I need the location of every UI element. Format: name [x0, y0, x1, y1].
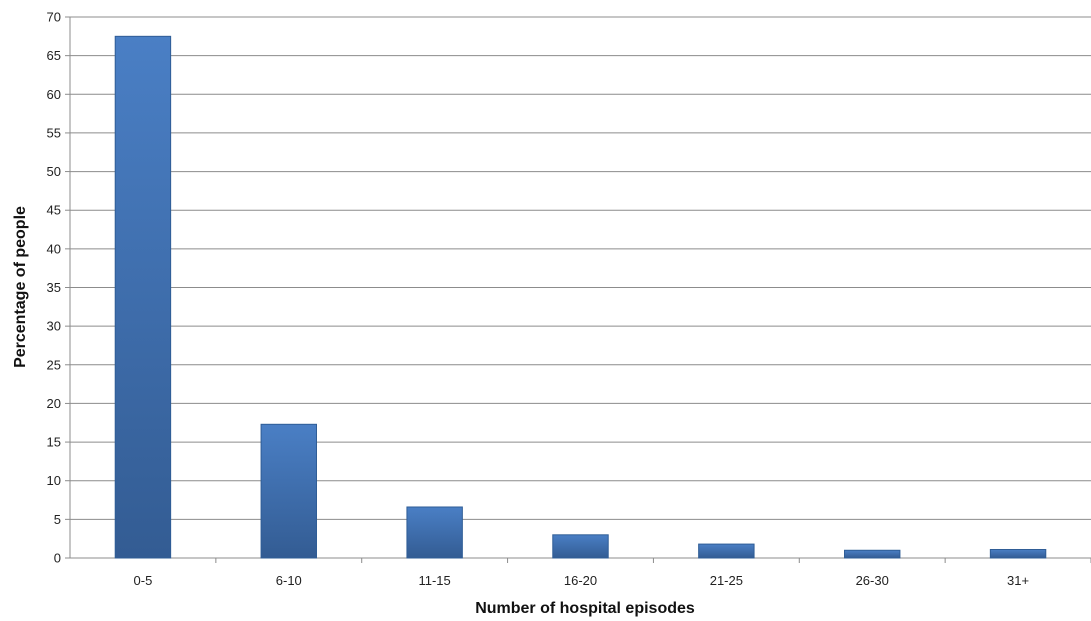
bar-16-20: [552, 534, 609, 559]
bar-11-15: [406, 506, 463, 559]
bar-0-5: [114, 35, 172, 559]
y-tick-label: 35: [47, 280, 61, 295]
y-tick-label: 0: [54, 551, 61, 566]
x-tick-label: 11-15: [418, 573, 450, 588]
x-tick-label: 26-30: [856, 573, 889, 588]
x-tick-label: 21-25: [710, 573, 743, 588]
y-tick-label: 10: [47, 473, 61, 488]
y-tick-label: 60: [47, 87, 61, 102]
bar-6-10: [260, 423, 317, 559]
x-tick-label: 0-5: [134, 573, 153, 588]
x-tick-label: 31+: [1007, 573, 1029, 588]
y-tick-label: 45: [47, 203, 61, 218]
tick-labels: 0 5 10 15 20 25 30 35 40 45 50 55 60 65 70 0-5 6-10 11-15…: [47, 10, 1030, 589]
y-tick-label: 20: [47, 396, 61, 411]
y-tick-label: 50: [47, 164, 61, 179]
y-tick-label: 30: [47, 319, 61, 334]
bar-31+: [989, 548, 1047, 559]
y-tick-label: 65: [47, 48, 61, 63]
y-tick-label: 15: [47, 435, 61, 450]
y-tick-label: 70: [47, 10, 61, 25]
y-axis-title: Percentage of people: [12, 206, 29, 368]
x-tick-label: 16-20: [564, 573, 597, 588]
bars: [114, 35, 1047, 559]
bar-26-30: [844, 549, 901, 559]
x-tick-label: 6-10: [276, 573, 302, 588]
y-tick-label: 40: [47, 241, 61, 256]
y-tick-label: 5: [54, 512, 61, 527]
bar-21-25: [698, 543, 755, 559]
y-tick-label: 25: [47, 357, 61, 372]
x-axis-title: Number of hospital episodes: [475, 600, 695, 617]
gridlines: [70, 16, 1091, 520]
y-tick-label: 55: [47, 125, 61, 140]
